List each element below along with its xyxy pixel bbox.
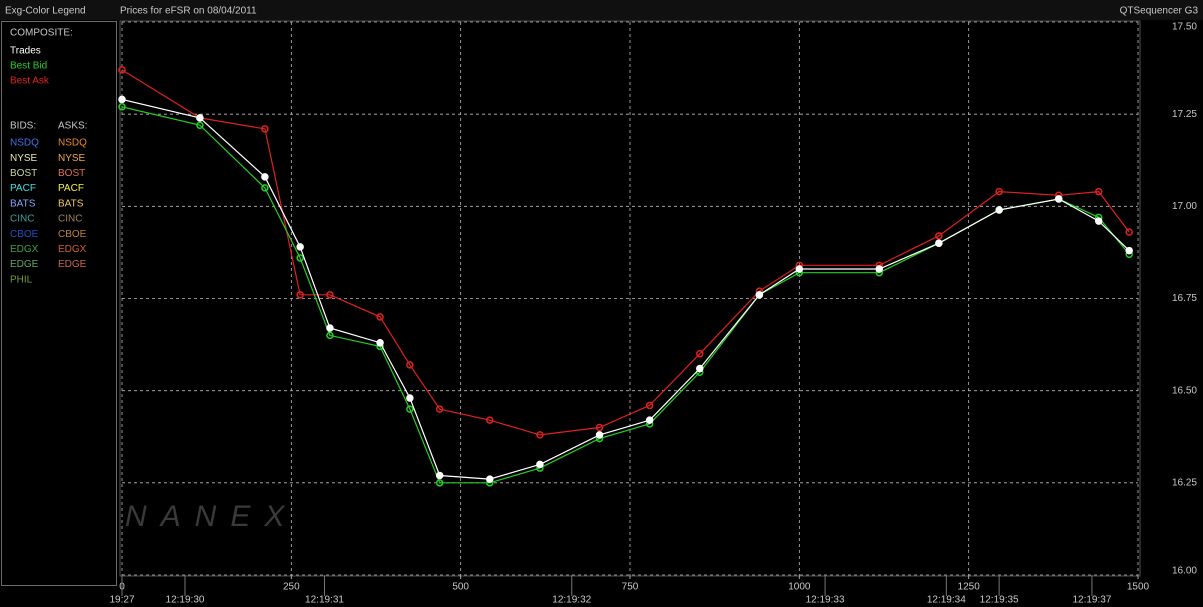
series-point <box>1055 195 1063 203</box>
series-point <box>1125 246 1133 255</box>
legend-entry: Trades <box>10 46 41 57</box>
bid-legend-entry: CBOE <box>10 229 39 240</box>
bid-legend-entry: EDGX <box>10 244 39 255</box>
series-point <box>696 350 704 358</box>
series-point <box>875 265 884 273</box>
time-label: 12:19:31 <box>305 595 344 606</box>
series-point <box>935 232 943 240</box>
series-point <box>435 471 444 480</box>
series-point <box>406 405 414 413</box>
series-point <box>296 254 304 262</box>
bids-label: BIDS: <box>10 121 36 132</box>
series-point <box>995 187 1003 196</box>
series-point <box>296 243 304 251</box>
series-point <box>755 291 764 299</box>
x-tick-label: 500 <box>452 582 469 593</box>
x-tick-label: 750 <box>622 582 639 593</box>
series-point <box>326 331 334 340</box>
series-point <box>1094 187 1103 196</box>
series-point <box>486 475 494 483</box>
series-point <box>435 405 444 413</box>
series-point <box>376 338 384 347</box>
asks-label: ASKS: <box>58 121 87 132</box>
y-tick-label: 16.75 <box>1172 293 1197 304</box>
series-point <box>696 364 704 373</box>
y-tick-label: 17.25 <box>1172 109 1197 120</box>
series-point <box>326 291 334 299</box>
legend-header: Exg-Color Legend <box>5 6 86 17</box>
time-label: 12:19:32 <box>552 595 591 606</box>
bid-legend-entry: EDGE <box>10 259 39 270</box>
series-point <box>595 431 604 439</box>
series-point <box>118 95 126 104</box>
y-tick-label: 17.50 <box>1172 22 1197 33</box>
legend-panel <box>1 21 117 586</box>
x-tick-label: 1500 <box>1127 582 1150 593</box>
ask-legend-entry: CBOE <box>58 229 87 240</box>
series-point <box>261 173 269 181</box>
legend-entry: Best Ask <box>10 76 50 87</box>
series-point <box>645 401 654 410</box>
bid-legend-entry: BOST <box>10 168 37 179</box>
bid-legend-entry: CINC <box>10 214 34 225</box>
time-label: 12:19:35 <box>980 595 1019 606</box>
series-line <box>121 69 1130 436</box>
series-point <box>376 313 384 321</box>
time-label: 12:19:30 <box>166 595 205 606</box>
series-point <box>1094 217 1103 225</box>
title-bar <box>0 0 1203 20</box>
series-point <box>595 423 604 432</box>
series-point <box>795 265 804 273</box>
series-point <box>486 416 494 424</box>
series-point <box>406 394 414 402</box>
series-point <box>118 66 126 74</box>
ask-legend-entry: NYSE <box>58 153 86 164</box>
series-point <box>261 184 269 192</box>
x-tick-label: 250 <box>283 582 300 593</box>
series-point <box>536 460 544 469</box>
series-point <box>935 239 943 247</box>
time-label: 19:27 <box>109 595 134 606</box>
y-tick-label: 17.00 <box>1172 201 1197 212</box>
y-tick-label: 16.25 <box>1172 477 1197 488</box>
ask-legend-entry: EDGX <box>58 244 87 255</box>
watermark: NANEX <box>125 500 298 533</box>
time-label: 12:19:33 <box>806 595 845 606</box>
bid-legend-entry: PACF <box>10 183 36 194</box>
time-label: 12:19:34 <box>927 595 966 606</box>
series-point <box>118 103 126 111</box>
series-point <box>196 114 204 122</box>
composite-label: COMPOSITE: <box>10 28 73 39</box>
chart-title: Prices for eFSR on 08/04/2011 <box>120 6 257 17</box>
ask-legend-entry: BOST <box>58 168 85 179</box>
y-tick-label: 16.50 <box>1172 385 1197 396</box>
series-point <box>326 324 334 332</box>
series-point <box>1125 228 1133 236</box>
legend-entry: Best Bid <box>10 61 47 72</box>
series-point <box>435 479 444 487</box>
app-name: QTSequencer G3 <box>1120 6 1199 17</box>
series-point <box>536 431 544 439</box>
ask-legend-entry: NSDQ <box>58 138 87 149</box>
bid-legend-entry: NSDQ <box>10 138 39 149</box>
y-tick-label: 16.00 <box>1172 566 1197 577</box>
series-point <box>995 206 1003 214</box>
x-tick-label: 1000 <box>788 582 811 593</box>
series-point <box>645 416 654 424</box>
bid-legend-entry: NYSE <box>10 153 38 164</box>
series-point <box>406 361 414 369</box>
ask-legend-entry: PACF <box>58 183 84 194</box>
series-point <box>196 121 204 129</box>
bid-legend-entry: PHIL <box>10 274 33 285</box>
ask-legend-entry: BATS <box>58 198 84 209</box>
x-tick-label: 1250 <box>958 582 981 593</box>
bid-legend-entry: BATS <box>10 198 36 209</box>
time-label: 12:19:37 <box>1072 595 1111 606</box>
series-point <box>261 125 269 133</box>
ask-legend-entry: EDGE <box>58 259 87 270</box>
ask-legend-entry: CINC <box>58 214 82 225</box>
series-point <box>296 291 304 299</box>
